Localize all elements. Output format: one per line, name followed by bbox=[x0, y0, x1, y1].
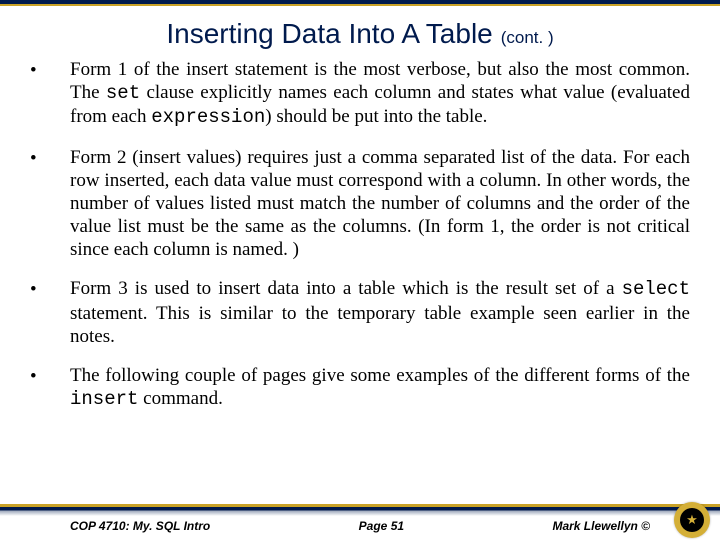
bullet-marker: • bbox=[30, 58, 70, 82]
bullet-text: Form 1 of the insert statement is the mo… bbox=[70, 58, 690, 130]
footer-accent-band bbox=[0, 504, 720, 516]
bullet-text: Form 3 is used to insert data into a tab… bbox=[70, 277, 690, 348]
footer-right: Mark Llewellyn © bbox=[552, 519, 650, 533]
bullet-marker: • bbox=[30, 364, 70, 388]
bullet-item: • Form 2 (insert values) requires just a… bbox=[30, 146, 690, 262]
bullet-marker: • bbox=[30, 277, 70, 301]
code-segment: expression bbox=[151, 106, 265, 128]
text-segment: Form 3 is used to insert data into a tab… bbox=[70, 278, 622, 299]
bullet-item: • Form 3 is used to insert data into a t… bbox=[30, 277, 690, 348]
logo-pegasus-icon: ★ bbox=[684, 512, 700, 528]
bullet-marker: • bbox=[30, 146, 70, 170]
text-segment: statement. This is similar to the tempor… bbox=[70, 303, 690, 347]
slide-title: Inserting Data Into A Table bbox=[166, 18, 492, 49]
ucf-logo: ★ bbox=[674, 502, 710, 538]
bullet-text: Form 2 (insert values) requires just a c… bbox=[70, 146, 690, 262]
footer-center: Page 51 bbox=[359, 519, 404, 533]
bullet-item: • The following couple of pages give som… bbox=[30, 364, 690, 411]
text-segment: ) should be put into the table. bbox=[265, 106, 487, 127]
text-segment: The following couple of pages give some … bbox=[70, 365, 690, 386]
bullet-item: • Form 1 of the insert statement is the … bbox=[30, 58, 690, 130]
logo-outer-ring: ★ bbox=[674, 502, 710, 538]
bullet-text: The following couple of pages give some … bbox=[70, 364, 690, 411]
code-segment: insert bbox=[70, 388, 138, 410]
slide-title-continued: (cont. ) bbox=[501, 28, 554, 47]
code-segment: select bbox=[622, 278, 690, 300]
code-segment: set bbox=[106, 82, 140, 104]
footer-left: COP 4710: My. SQL Intro bbox=[70, 519, 210, 533]
text-segment: command. bbox=[138, 388, 222, 409]
footer-row: COP 4710: My. SQL Intro Page 51 Mark Lle… bbox=[0, 516, 720, 540]
title-row: Inserting Data Into A Table (cont. ) bbox=[0, 6, 720, 58]
content-area: • Form 1 of the insert statement is the … bbox=[0, 58, 720, 411]
